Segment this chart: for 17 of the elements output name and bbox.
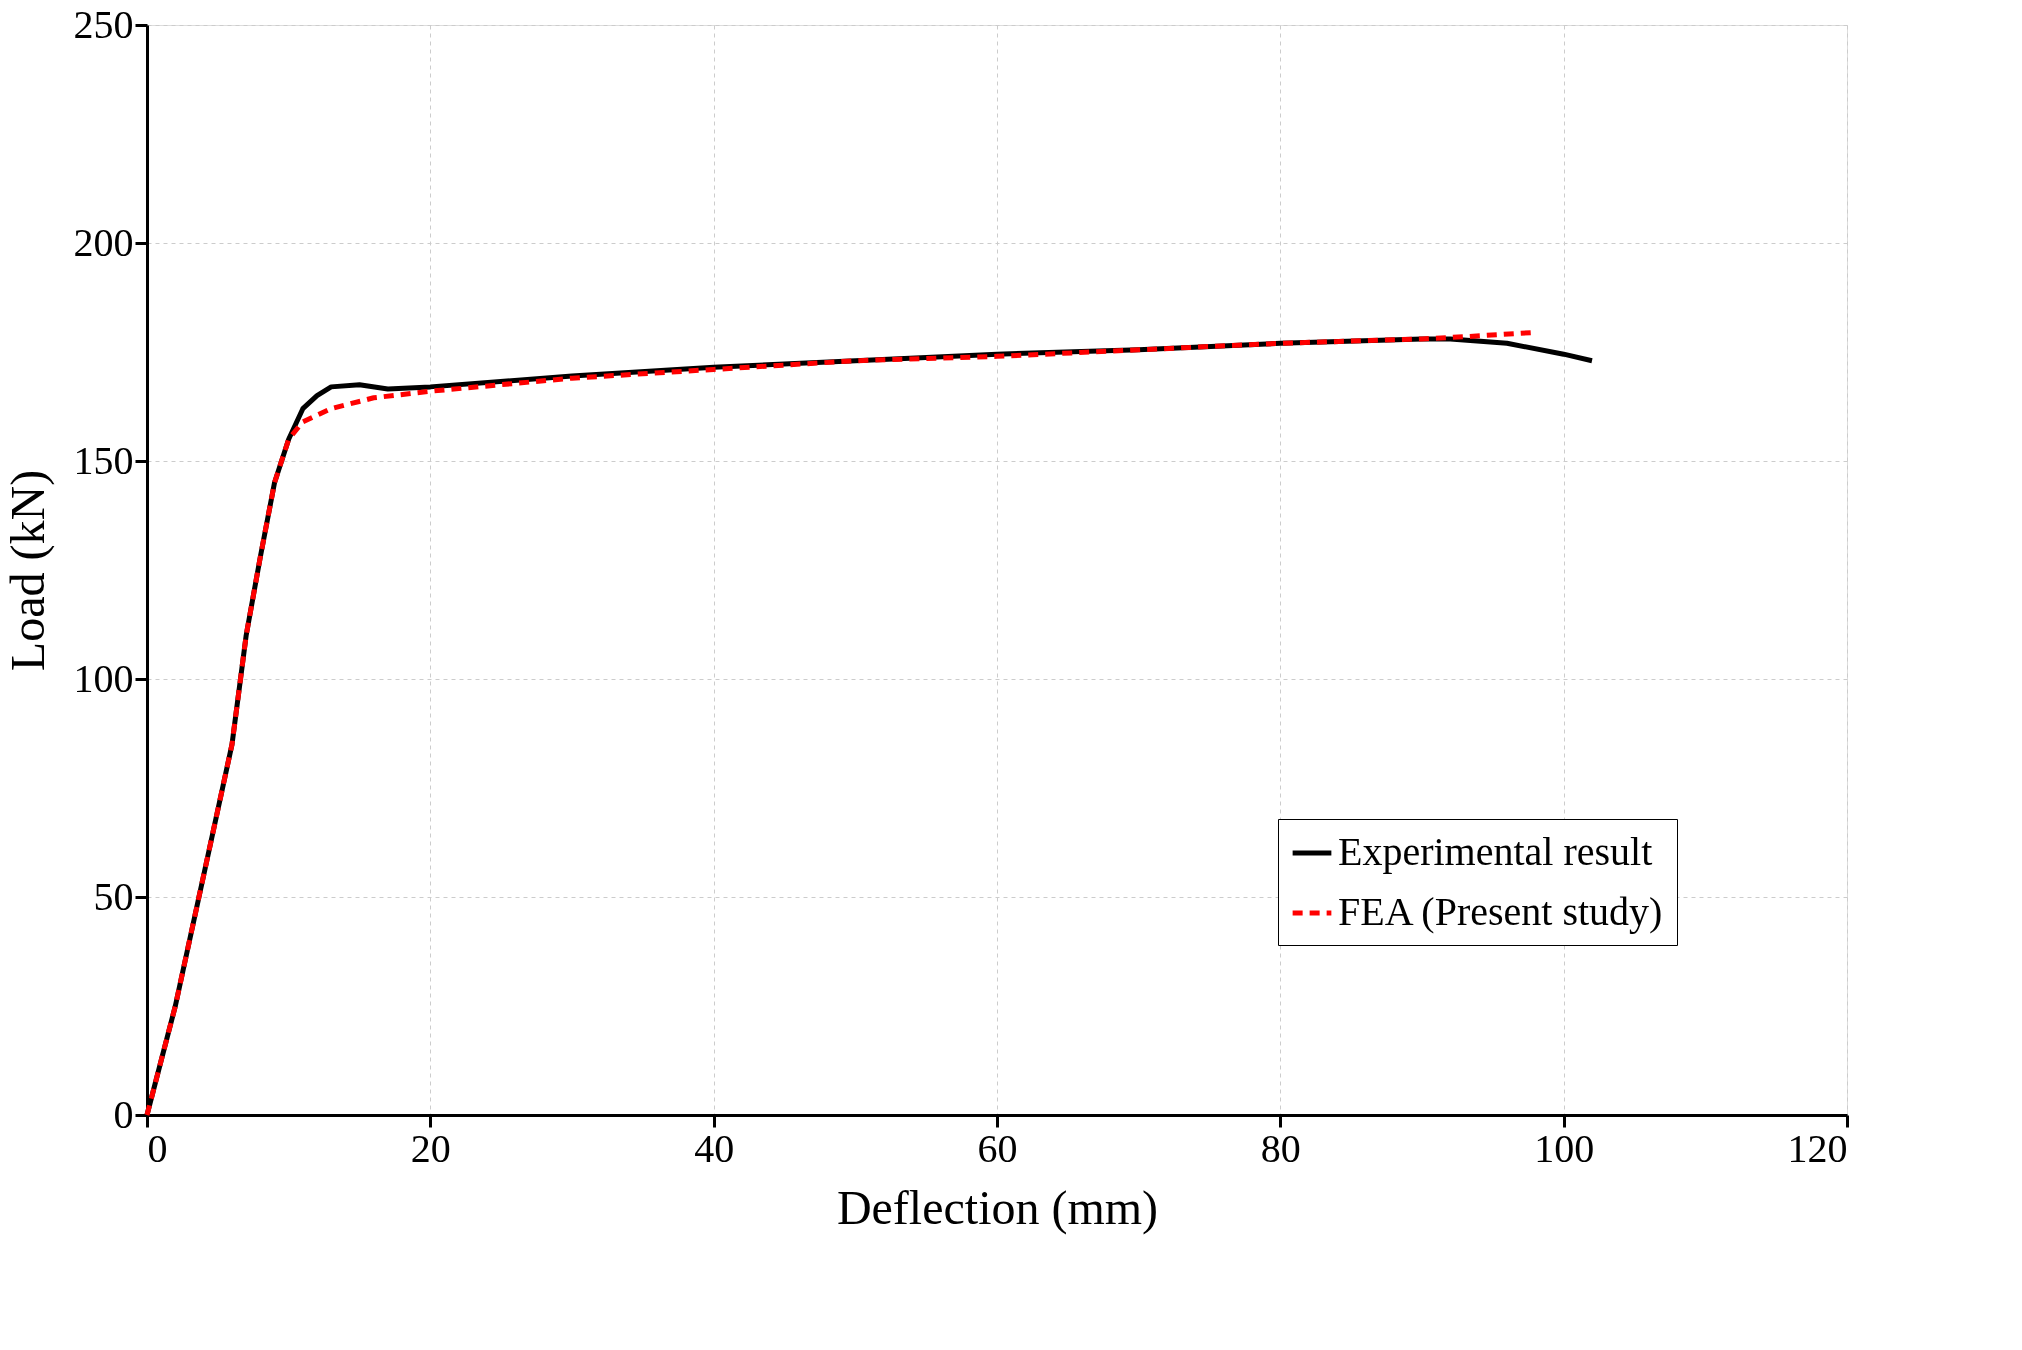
x-tick-label: 80 <box>1260 1125 1301 1171</box>
y-tick-label: 50 <box>93 873 134 919</box>
y-tick-label: 200 <box>73 219 134 265</box>
x-tick-label: 100 <box>1534 1125 1595 1171</box>
y-tick-label: 0 <box>113 1091 134 1137</box>
legend-label: FEA (Present study) <box>1338 889 1663 934</box>
legend-label: Experimental result <box>1338 829 1653 874</box>
y-tick-label: 250 <box>73 1 134 47</box>
x-tick-label: 0 <box>147 1125 168 1171</box>
x-tick-label: 60 <box>977 1125 1018 1171</box>
x-tick-label: 40 <box>694 1125 735 1171</box>
y-tick-label: 150 <box>73 437 134 483</box>
x-axis-title: Deflection (mm) <box>836 1180 1159 1235</box>
y-tick-label: 100 <box>73 655 134 701</box>
y-axis-title: Load (kN) <box>0 469 55 672</box>
x-tick-label: 120 <box>1787 1125 1848 1171</box>
x-tick-label: 20 <box>410 1125 451 1171</box>
